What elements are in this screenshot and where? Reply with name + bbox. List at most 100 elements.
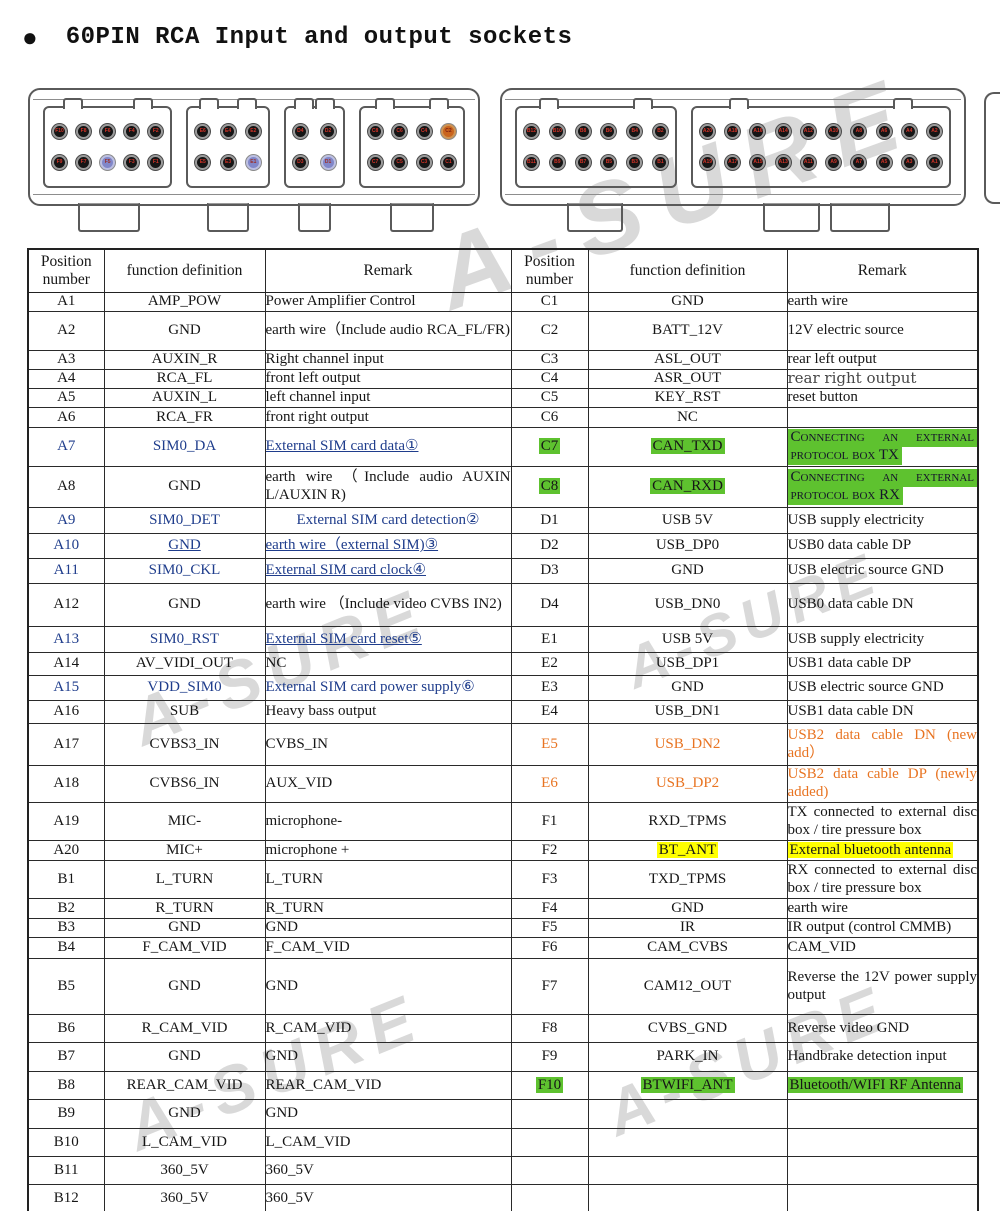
table-cell: earth wire	[786, 292, 979, 312]
table-cell: External SIM card data①	[264, 427, 512, 467]
table-cell: GND	[587, 898, 788, 919]
table-cell: C2	[510, 311, 589, 351]
pin-a8: A8	[851, 124, 867, 139]
table-cell: External SIM card reset⑤	[264, 626, 512, 653]
cell-text: REAR_CAM_VID	[265, 1076, 382, 1093]
table-row: A11 SIM0_CKL External SIM card clock④ D3 GND…	[27, 558, 979, 584]
pin-b2: B2	[652, 124, 668, 139]
table-cell: A9	[27, 507, 105, 534]
pin-c5: C5	[392, 155, 408, 170]
cell-text: NC	[265, 655, 287, 672]
table-cell: C3	[510, 350, 589, 370]
cell-text: USB2 data cable DN (new add）	[787, 726, 977, 761]
cell-text: CAM_CVBS	[647, 939, 728, 956]
table-cell: External SIM card power supply⑥	[264, 675, 512, 701]
cell-text: reset button	[787, 389, 858, 406]
cell-text: D1	[540, 511, 559, 528]
cell-text: USB_DP0	[655, 537, 720, 554]
cell-text: front left output	[265, 370, 361, 387]
table-cell	[510, 1156, 589, 1185]
cell-text: 360_5V	[265, 1189, 314, 1206]
table-cell: AUXIN_L	[103, 388, 266, 408]
table-cell: C6	[510, 407, 589, 428]
table-cell: C8	[510, 466, 589, 508]
table-cell: CAN_TXD	[587, 427, 788, 467]
connector-tab	[830, 203, 890, 232]
table-cell: External SIM card clock④	[264, 558, 512, 584]
table-cell: A11	[27, 558, 105, 584]
cell-text: L_TURN	[265, 870, 323, 887]
cell-text: SIM0_CKL	[148, 562, 221, 579]
table-cell: F10	[510, 1071, 589, 1100]
table-cell: ASL_OUT	[587, 350, 788, 370]
cell-text: GND	[168, 977, 201, 994]
cell-text: A1	[57, 293, 76, 310]
table-cell: TXD_TPMS	[587, 860, 788, 899]
table-cell: B8	[27, 1071, 105, 1100]
notch	[62, 98, 83, 109]
connector-tab	[78, 203, 140, 232]
cell-text: ASL_OUT	[654, 351, 721, 368]
cell-text: L_CAM_VID	[265, 1133, 351, 1150]
table-cell: E4	[510, 700, 589, 724]
table-cell: B9	[27, 1099, 105, 1129]
cell-text: A5	[57, 389, 76, 406]
table-cell: A7	[27, 427, 105, 467]
table-row: A18 CVBS6_IN AUX_VID E6 USB_DP2 USB2 data cab…	[27, 765, 979, 803]
table-cell: GND	[264, 1099, 512, 1129]
cell-text: SUB	[169, 703, 200, 720]
table-cell: earth wire （Include video CVBS IN2)	[264, 583, 512, 627]
cell-text: microphone +	[265, 841, 350, 858]
table-cell: A5	[27, 388, 105, 408]
table-cell: B6	[27, 1014, 105, 1043]
table-cell: GND	[587, 675, 788, 701]
cell-text: NC	[677, 408, 698, 425]
pin-e6: E6	[195, 124, 211, 139]
table-cell: SIM0_DET	[103, 507, 266, 534]
cell-text: R_CAM_VID	[265, 1019, 352, 1036]
cell-text: A17	[53, 735, 80, 752]
table-cell: GND	[264, 958, 512, 1015]
pin-f8: F8	[76, 124, 92, 139]
cell-text: GND	[265, 919, 298, 936]
cell-text: L_CAM_VID	[142, 1133, 227, 1150]
cell-text: TXD_TPMS	[648, 870, 727, 887]
table-cell: A8	[27, 466, 105, 508]
pin-a16: A16	[750, 124, 766, 139]
cell-text: USB 5V	[661, 511, 714, 528]
pin-row: D3 D1	[292, 155, 336, 170]
table-cell: CVBS_IN	[264, 723, 512, 766]
table-cell: B3	[27, 918, 105, 938]
pin-b4: B4	[627, 124, 643, 139]
pin-c7: C7	[367, 155, 383, 170]
cell-text: SIM0_DET	[149, 511, 220, 528]
table-cell: CVBS_GND	[587, 1014, 788, 1043]
table-cell: A16	[27, 700, 105, 724]
table-cell: F_CAM_VID	[103, 937, 266, 959]
table-cell: front left output	[264, 369, 512, 389]
table-cell: CVBS3_IN	[103, 723, 266, 766]
cell-text: GND	[671, 293, 704, 310]
cell-text: GND	[671, 562, 704, 579]
cell-text: C4	[540, 370, 559, 387]
cell-text: F5	[541, 919, 558, 936]
cell-text: A12	[53, 596, 80, 613]
table-row: B9 GND GND	[27, 1099, 979, 1129]
cell-text: earth wire（Include audio RCA_FL/FR)	[265, 322, 511, 339]
table-row: B3 GND GND F5 IR IR output (control CMMB)	[27, 918, 979, 938]
table-cell: earth wire （Include audio AUXIN L/AUXIN …	[264, 466, 512, 508]
cell-text: GND	[168, 1105, 201, 1122]
table-row: A19 MIC-microphone- F1 RXD_TPMS TX connected…	[27, 802, 979, 841]
cell-text: E2	[541, 655, 558, 672]
table-cell: PARK_IN	[587, 1042, 788, 1072]
table-cell: GND	[103, 466, 266, 508]
cell-text: F4	[541, 899, 558, 916]
table-cell: rear right output	[786, 369, 979, 389]
cell-text: Right channel input	[265, 351, 384, 368]
table-cell: USB_DN1	[587, 700, 788, 724]
table-cell: CAM_CVBS	[587, 937, 788, 959]
table-cell: L_CAM_VID	[264, 1128, 512, 1157]
table-cell: 360_5V	[264, 1184, 512, 1211]
cell-text: CAM12_OUT	[643, 977, 732, 994]
cell-text: USB0 data cable DP	[787, 537, 912, 554]
